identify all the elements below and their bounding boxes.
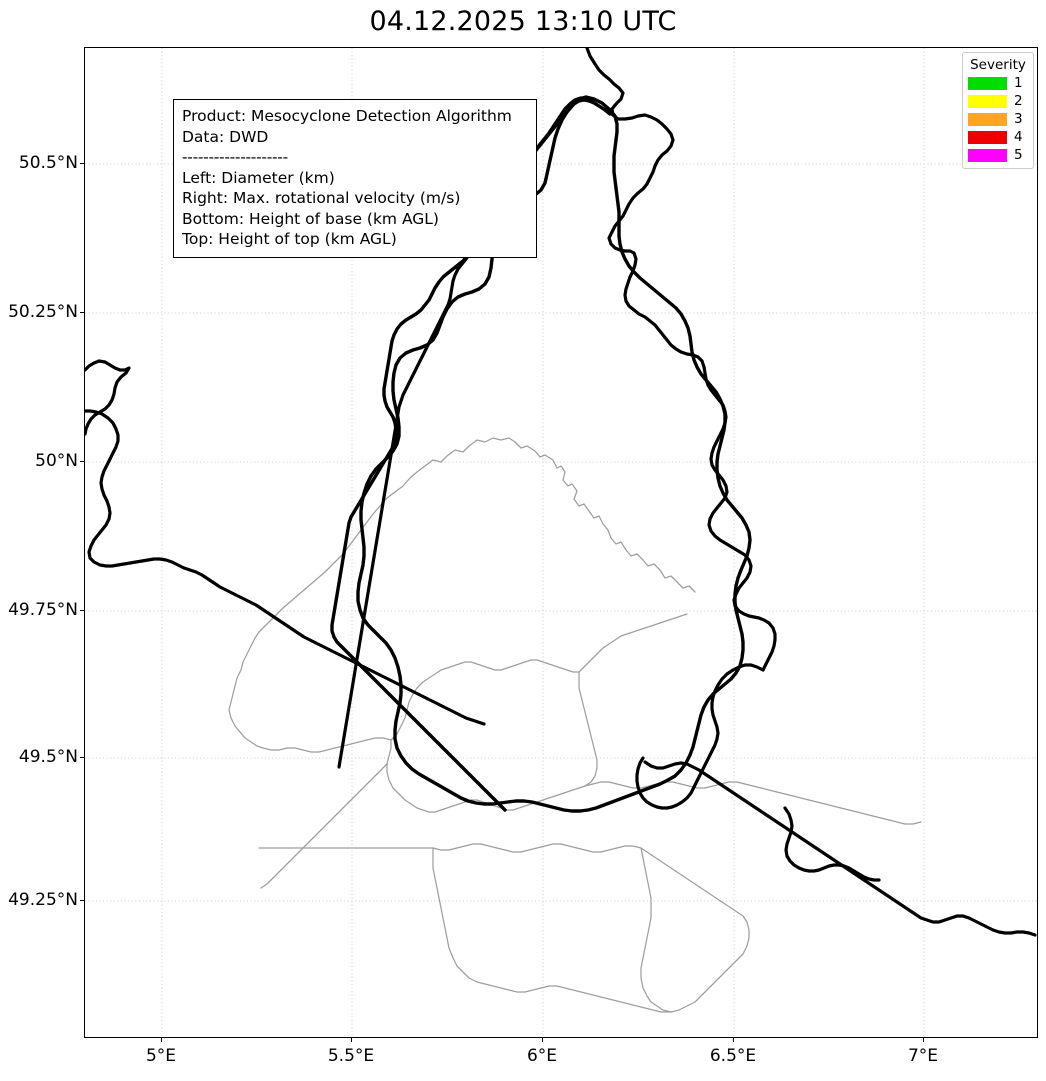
severity-swatch-5 [968, 149, 1007, 162]
x-tick-mark [923, 1038, 924, 1042]
y-tick-mark [80, 757, 84, 758]
x-tick-mark [542, 1038, 543, 1042]
border-left-edge-spur [85, 359, 131, 436]
y-tick-label-49-75: 49.75°N [8, 600, 78, 620]
legend-title: Severity [970, 57, 1026, 73]
y-tick-mark [80, 900, 84, 901]
severity-label-2: 2 [1014, 93, 1023, 109]
info-bottom: Bottom: Height of base (km AGL) [182, 209, 439, 228]
border-france-germany [643, 760, 1037, 937]
canton-border-center-right [578, 671, 598, 787]
legend-item-3[interactable]: 3 [968, 112, 1028, 127]
y-tick-mark [80, 610, 84, 611]
info-left: Left: Diameter (km) [182, 168, 335, 187]
info-data-source: Data: DWD [182, 127, 269, 146]
x-tick-mark [733, 1038, 734, 1042]
y-tick-label-50-5: 50.5°N [18, 153, 78, 173]
border-luxembourg-east-moselle [635, 663, 765, 810]
canton-border-central-north [390, 659, 580, 741]
canton-border-south-center-v [432, 847, 510, 991]
internal-administrative-borders [228, 437, 922, 1013]
canton-border-west-mid [228, 631, 392, 753]
canton-border-east-mid [584, 781, 922, 825]
severity-label-5: 5 [1014, 147, 1023, 163]
canton-border-sw-diag [260, 763, 388, 889]
y-tick-label-50: 50°N [35, 451, 78, 471]
product-info-box: Product: Mesocyclone Detection Algorithm… [173, 99, 537, 258]
severity-legend: Severity 1 2 3 4 5 [962, 52, 1034, 169]
x-tick-label-5e: 5°E [145, 1046, 177, 1066]
canton-border-northwest [258, 437, 516, 633]
x-tick-label-7e: 7°E [907, 1046, 939, 1066]
severity-swatch-3 [968, 113, 1007, 126]
severity-swatch-1 [968, 77, 1007, 90]
legend-item-1[interactable]: 1 [968, 76, 1028, 91]
severity-label-1: 1 [1014, 75, 1023, 91]
info-top: Top: Height of top (km AGL) [182, 230, 397, 248]
x-tick-mark [161, 1038, 162, 1042]
severity-label-4: 4 [1014, 129, 1023, 145]
severity-swatch-4 [968, 131, 1007, 144]
luxembourg-polygon [356, 95, 752, 813]
x-tick-label-6-5e: 6.5°E [709, 1046, 757, 1066]
canton-border-south-ring1 [508, 985, 672, 1013]
severity-label-3: 3 [1014, 111, 1023, 127]
canton-border-south-ring2 [640, 847, 750, 1013]
canton-border-south-mid [432, 843, 642, 853]
legend-item-2[interactable]: 2 [968, 94, 1028, 109]
canton-border-north-ring [514, 441, 696, 593]
info-right: Right: Max. rotational velocity (m/s) [182, 189, 461, 207]
x-tick-label-5-5e: 5.5°E [327, 1046, 375, 1066]
canton-border-south-east-v [640, 847, 672, 1013]
luxembourg-country-outline [356, 95, 752, 813]
legend-item-4[interactable]: 4 [968, 130, 1028, 145]
border-belgium-france-main [85, 409, 486, 726]
info-product: Product: Mesocyclone Detection Algorithm [182, 107, 512, 125]
info-separator: -------------------- [182, 148, 288, 166]
legend-item-5[interactable]: 5 [968, 148, 1028, 163]
x-tick-mark [351, 1038, 352, 1042]
canton-border-east-north [578, 613, 688, 673]
y-tick-mark [80, 163, 84, 164]
severity-swatch-2 [968, 95, 1007, 108]
border-belgium-germany-north [585, 48, 777, 672]
y-tick-label-50-25: 50.25°N [8, 302, 78, 322]
border-france-germany-detail [783, 806, 881, 882]
y-tick-label-49-25: 49.25°N [8, 890, 78, 910]
map-plot-area[interactable]: Product: Mesocyclone Detection Algorithm… [84, 47, 1038, 1038]
page-title: 04.12.2025 13:10 UTC [369, 6, 677, 37]
y-tick-mark [80, 312, 84, 313]
moselle-border [635, 663, 765, 810]
border-belgium-france [85, 359, 486, 726]
x-tick-label-6e: 6°E [526, 1046, 558, 1066]
y-tick-mark [80, 461, 84, 462]
y-tick-label-49-5: 49.5°N [18, 747, 78, 767]
